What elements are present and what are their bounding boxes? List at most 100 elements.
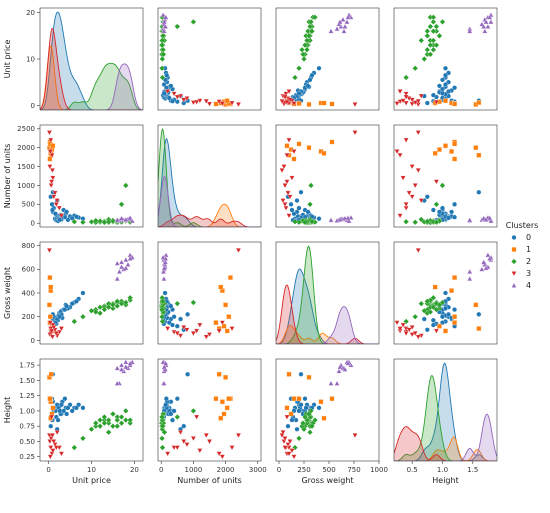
point-cluster-1 <box>449 288 455 294</box>
point-cluster-3 <box>206 439 213 445</box>
point-cluster-1 <box>296 396 302 402</box>
panel-frame <box>157 7 262 111</box>
point-cluster-1 <box>224 405 230 411</box>
point-cluster-0 <box>74 298 79 304</box>
point-cluster-0 <box>309 72 315 78</box>
point-cluster-2 <box>109 301 116 308</box>
point-cluster-2 <box>160 51 167 58</box>
point-cluster-0 <box>305 209 311 215</box>
point-cluster-3 <box>433 99 440 105</box>
point-cluster-1 <box>48 284 54 290</box>
y-tick-label: 800 <box>22 242 35 250</box>
y-tick-label: 0 <box>31 337 35 345</box>
point-cluster-3 <box>352 433 358 439</box>
point-cluster-0 <box>452 85 458 91</box>
point-cluster-2 <box>118 300 125 307</box>
point-cluster-2 <box>118 420 125 427</box>
point-cluster-1 <box>443 98 448 104</box>
point-cluster-1 <box>436 323 442 329</box>
point-cluster-0 <box>164 72 170 78</box>
point-cluster-0 <box>316 405 322 411</box>
point-cluster-2 <box>79 219 86 226</box>
point-cluster-4 <box>162 14 169 20</box>
point-cluster-2 <box>159 318 166 325</box>
point-cluster-1 <box>449 148 455 154</box>
point-cluster-2 <box>436 305 443 312</box>
point-cluster-0 <box>446 89 451 94</box>
point-cluster-2 <box>97 217 104 224</box>
point-cluster-3 <box>281 164 287 170</box>
point-cluster-3 <box>285 442 291 448</box>
point-cluster-0 <box>452 201 458 207</box>
point-cluster-1 <box>296 141 302 147</box>
point-cluster-3 <box>235 433 242 439</box>
point-cluster-3 <box>433 179 440 185</box>
point-cluster-1 <box>321 150 327 156</box>
point-cluster-2 <box>79 435 86 442</box>
kde-line-cluster-3 <box>276 284 379 344</box>
point-cluster-2 <box>418 216 425 223</box>
point-cluster-3 <box>197 448 203 454</box>
point-cluster-1 <box>226 396 232 402</box>
point-cluster-3 <box>279 433 285 439</box>
point-cluster-2 <box>312 417 318 424</box>
point-cluster-1 <box>213 101 219 107</box>
point-cluster-2 <box>174 23 181 30</box>
kde-line-cluster-4 <box>40 63 143 110</box>
point-cluster-2 <box>439 18 446 25</box>
point-cluster-4 <box>486 215 493 221</box>
point-cluster-3 <box>164 451 171 457</box>
point-cluster-2 <box>190 299 197 306</box>
point-cluster-1 <box>213 320 219 326</box>
point-cluster-0 <box>424 100 430 106</box>
panel-3-2: 0 250 500 750 1000 Gross weight <box>275 358 388 485</box>
point-cluster-1 <box>221 411 227 417</box>
point-cluster-2 <box>304 37 310 44</box>
point-cluster-3 <box>235 102 242 108</box>
point-cluster-3 <box>229 445 235 451</box>
point-cluster-3 <box>46 130 53 136</box>
panel-frame <box>393 124 498 228</box>
point-cluster-4 <box>488 218 494 224</box>
legend-marker-3 <box>511 271 517 277</box>
point-cluster-4 <box>116 268 123 274</box>
point-cluster-4 <box>341 28 347 34</box>
point-cluster-0 <box>296 408 302 414</box>
point-cluster-2 <box>433 23 440 30</box>
point-cluster-2 <box>159 42 165 49</box>
point-cluster-4 <box>466 217 473 223</box>
point-cluster-4 <box>129 218 136 224</box>
point-cluster-2 <box>424 218 431 225</box>
point-cluster-3 <box>177 333 184 339</box>
point-cluster-1 <box>452 101 458 107</box>
point-cluster-3 <box>279 98 285 105</box>
point-cluster-2 <box>92 217 99 224</box>
point-cluster-2 <box>439 182 446 189</box>
panel-frame <box>275 241 380 345</box>
y-tick-label: 1.00 <box>19 407 35 415</box>
point-cluster-3 <box>282 436 288 442</box>
point-cluster-0 <box>168 411 174 417</box>
kde-line-cluster-4 <box>158 176 261 227</box>
point-cluster-0 <box>69 301 75 307</box>
point-cluster-2 <box>105 420 112 427</box>
point-cluster-1 <box>48 371 54 377</box>
point-cluster-2 <box>160 32 166 39</box>
point-cluster-4 <box>123 216 129 222</box>
point-cluster-2 <box>159 435 165 442</box>
point-cluster-0 <box>452 307 458 313</box>
kde-fill-cluster-0 <box>276 269 379 344</box>
point-cluster-2 <box>424 46 431 53</box>
point-cluster-1 <box>50 405 56 411</box>
point-cluster-2 <box>418 37 425 44</box>
y-axis-label: Unit price <box>3 40 12 79</box>
point-cluster-1 <box>306 101 312 107</box>
point-cluster-0 <box>430 92 436 98</box>
point-cluster-4 <box>123 359 129 365</box>
point-cluster-0 <box>289 207 295 213</box>
panel-1-2 <box>275 124 380 228</box>
point-cluster-0 <box>185 311 191 317</box>
point-cluster-3 <box>177 430 184 436</box>
point-cluster-4 <box>485 252 491 258</box>
point-cluster-3 <box>203 433 210 439</box>
